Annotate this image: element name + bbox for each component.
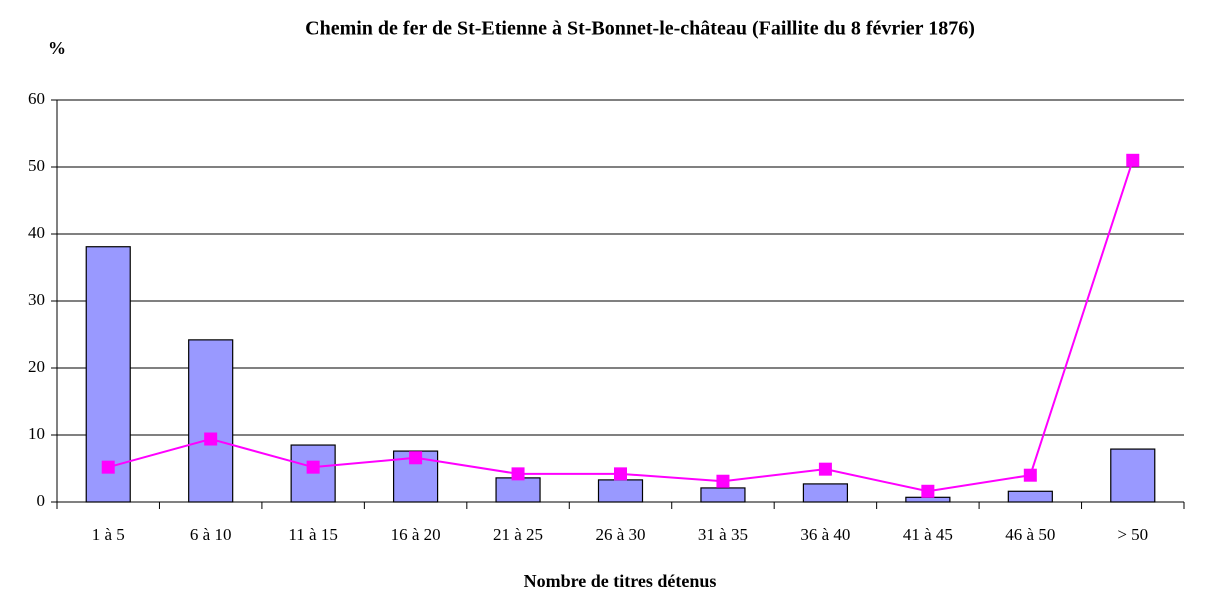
x-tick-label: 11 à 15 <box>288 525 337 544</box>
line-marker <box>716 474 730 488</box>
y-tick-label: 30 <box>28 290 45 309</box>
bar <box>1110 448 1156 503</box>
line-marker <box>409 451 423 465</box>
line <box>107 159 1134 493</box>
y-tick-label: 50 <box>28 156 45 175</box>
x-tick-label: 36 à 40 <box>800 525 850 544</box>
bar <box>700 487 746 503</box>
x-tick-label: 16 à 20 <box>391 525 441 544</box>
x-tick-label: 6 à 10 <box>190 525 232 544</box>
line-marker <box>614 467 627 481</box>
y-tick-label: 40 <box>28 223 45 242</box>
x-tick-label: 31 à 35 <box>698 525 748 544</box>
chart-title: Chemin de fer de St-Etienne à St-Bonnet-… <box>305 18 975 40</box>
line-marker <box>204 432 218 446</box>
y-axis-title: % <box>48 38 66 58</box>
x-tick-label: 1 à 5 <box>92 525 125 544</box>
line-marker <box>101 460 115 474</box>
line-marker <box>306 460 320 474</box>
x-axis-title: Nombre de titres détenus <box>524 571 717 591</box>
x-tick-label: 41 à 45 <box>903 525 953 544</box>
y-tick-label: 10 <box>28 424 45 443</box>
bar <box>495 477 541 503</box>
x-tick-label: > 50 <box>1117 525 1148 544</box>
line-marker <box>1126 153 1140 167</box>
line-marker <box>511 467 525 481</box>
bar <box>85 246 131 503</box>
x-tick-label: 46 à 50 <box>1005 525 1055 544</box>
y-tick-label: 0 <box>37 491 46 510</box>
y-tick-label: 60 <box>28 89 45 108</box>
x-tick-label: 26 à 30 <box>595 525 645 544</box>
bar <box>188 339 234 503</box>
line-marker <box>921 484 935 498</box>
bar <box>905 496 951 503</box>
bar <box>1007 490 1053 503</box>
bar <box>802 483 849 503</box>
line-marker <box>1023 468 1037 482</box>
x-tick-label: 21 à 25 <box>493 525 543 544</box>
line-marker <box>818 462 832 476</box>
bar <box>597 479 644 503</box>
y-tick-label: 20 <box>28 357 45 376</box>
